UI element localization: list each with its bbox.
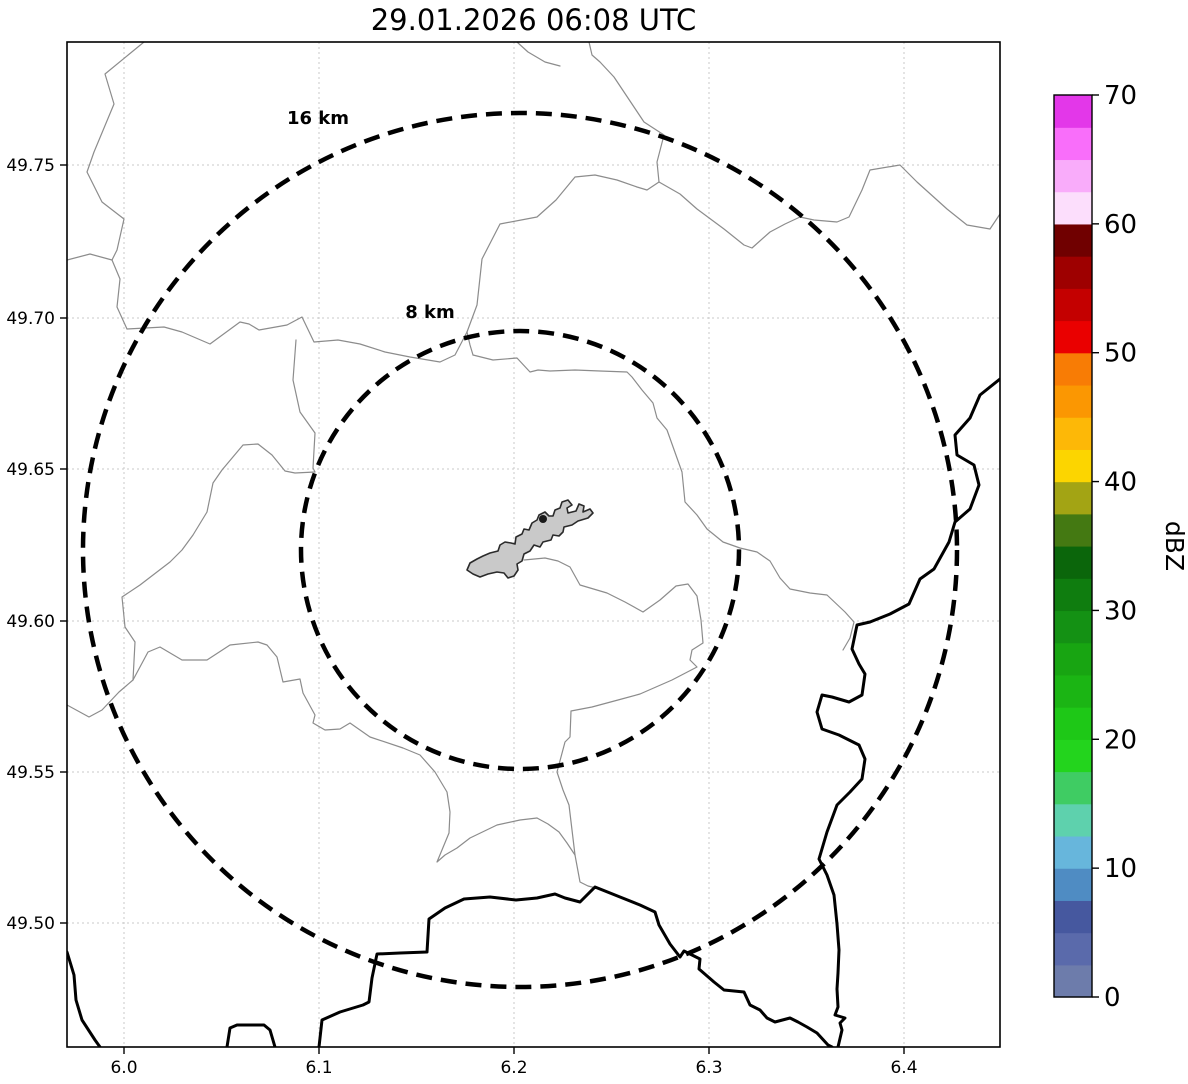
colorbar-segment bbox=[1054, 835, 1092, 869]
airport-area-polygon bbox=[466, 499, 594, 579]
colorbar-tick-label: 20 bbox=[1104, 725, 1137, 755]
colorbar-segment bbox=[1054, 578, 1092, 612]
colorbar-segment bbox=[1054, 707, 1092, 740]
colorbar-segment bbox=[1054, 803, 1092, 837]
colorbar-tick-label: 60 bbox=[1104, 210, 1137, 240]
range-ring-label: 16 km bbox=[287, 108, 349, 129]
x-tick-label: 6.4 bbox=[890, 1058, 917, 1078]
colorbar-segment bbox=[1054, 417, 1092, 450]
colorbar-segment bbox=[1054, 127, 1092, 161]
colorbar-segment bbox=[1054, 288, 1092, 322]
colorbar-segment bbox=[1054, 642, 1092, 676]
figure-title: 29.01.2026 06:08 UTC bbox=[371, 3, 697, 37]
colorbar-segment bbox=[1054, 964, 1092, 998]
airport-outline bbox=[466, 499, 594, 579]
y-tick-label: 49.75 bbox=[6, 156, 55, 176]
colorbar-tick-label: 40 bbox=[1104, 468, 1137, 498]
admin-boundary bbox=[126, 316, 468, 363]
colorbar-unit-label: dBZ bbox=[1160, 521, 1188, 571]
range-ring bbox=[298, 328, 742, 772]
admin-boundary bbox=[67, 679, 134, 718]
colorbar-segment bbox=[1054, 674, 1092, 708]
colorbar-segment bbox=[1054, 256, 1092, 289]
colorbar-segment bbox=[1054, 513, 1092, 547]
y-tick-label: 49.50 bbox=[6, 914, 55, 934]
colorbar-segment bbox=[1054, 159, 1092, 193]
colorbar-segment bbox=[1054, 481, 1092, 515]
colorbar-tick-label: 0 bbox=[1104, 983, 1121, 1013]
y-tick-label: 49.70 bbox=[6, 309, 55, 329]
x-tick-label: 6.3 bbox=[695, 1058, 722, 1078]
admin-boundary-lines bbox=[67, 42, 1000, 889]
colorbar-segment bbox=[1054, 223, 1092, 257]
plot-frame bbox=[66, 41, 1001, 1048]
country-border bbox=[815, 377, 1000, 1047]
colorbar-segment bbox=[1054, 546, 1092, 579]
y-tick-label: 49.65 bbox=[6, 460, 55, 480]
colorbar-segment bbox=[1054, 191, 1092, 225]
admin-boundary bbox=[86, 42, 145, 261]
admin-boundary bbox=[536, 817, 576, 856]
admin-boundary bbox=[121, 443, 316, 681]
admin-boundary bbox=[466, 174, 660, 333]
admin-boundary bbox=[658, 164, 1000, 249]
admin-boundary bbox=[516, 42, 561, 67]
country-border-lines bbox=[67, 377, 1000, 1047]
colorbar-segment bbox=[1054, 610, 1092, 644]
colorbar-segment bbox=[1054, 352, 1092, 386]
colorbar-tick-label: 10 bbox=[1104, 854, 1137, 884]
x-tick-label: 6.1 bbox=[305, 1058, 332, 1078]
colorbar-segment bbox=[1054, 739, 1092, 773]
colorbar-segment bbox=[1054, 932, 1092, 966]
range-ring bbox=[80, 110, 960, 990]
admin-boundary bbox=[292, 339, 316, 473]
radar-site-marker bbox=[539, 515, 547, 523]
colorbar-outline bbox=[1053, 94, 1093, 998]
country-border bbox=[225, 1023, 277, 1047]
colorbar-tick-label: 30 bbox=[1104, 596, 1137, 626]
country-border bbox=[317, 885, 834, 1047]
colorbar-segment bbox=[1054, 384, 1092, 418]
admin-boundary bbox=[132, 641, 538, 863]
admin-boundary bbox=[111, 259, 128, 330]
colorbar-tick-label: 70 bbox=[1104, 81, 1137, 111]
y-tick-label: 49.60 bbox=[6, 612, 55, 632]
colorbar-segment bbox=[1054, 320, 1092, 354]
admin-boundary bbox=[67, 253, 113, 261]
country-border bbox=[67, 950, 102, 1047]
plot-border bbox=[66, 41, 1001, 1048]
colorbar-segment bbox=[1054, 95, 1092, 128]
y-tick-label: 49.55 bbox=[6, 763, 55, 783]
admin-boundary bbox=[574, 854, 597, 889]
grid-lines bbox=[67, 42, 1000, 1047]
colorbar-segment bbox=[1054, 900, 1092, 934]
colorbar-segment bbox=[1054, 449, 1092, 483]
admin-boundary bbox=[523, 557, 704, 856]
colorbar-tick-label: 50 bbox=[1104, 339, 1137, 369]
x-tick-label: 6.2 bbox=[500, 1058, 527, 1078]
range-ring-label: 8 km bbox=[405, 302, 455, 323]
axis-ticks: 6.0 6.1 6.2 6.3 6.4 49.75 49.70 49.65 49.60 49.55… bbox=[6, 156, 917, 1078]
x-tick-label: 6.0 bbox=[110, 1058, 137, 1078]
admin-boundary bbox=[588, 42, 665, 183]
radar-range-rings: 16 km 8 km bbox=[80, 108, 960, 990]
colorbar-segment bbox=[1054, 868, 1092, 901]
colorbar-segment bbox=[1054, 771, 1092, 805]
admin-boundary bbox=[472, 354, 855, 651]
colorbar: 0 10 20 30 40 50 60 70 bbox=[1053, 81, 1137, 1013]
